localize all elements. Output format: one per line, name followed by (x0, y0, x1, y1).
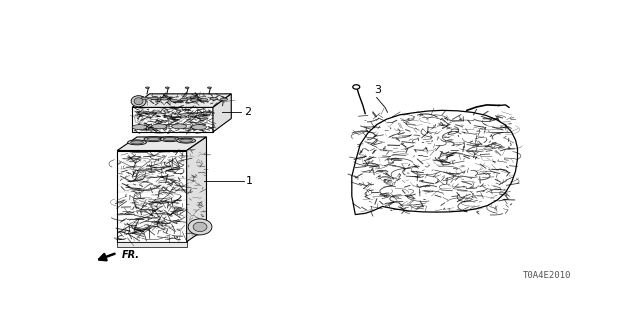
Ellipse shape (147, 138, 160, 141)
Ellipse shape (131, 96, 146, 107)
Ellipse shape (131, 141, 143, 144)
Ellipse shape (163, 138, 176, 141)
Ellipse shape (188, 219, 212, 235)
Text: 2: 2 (244, 107, 251, 117)
Text: 3: 3 (374, 85, 381, 95)
Ellipse shape (172, 124, 187, 129)
Polygon shape (132, 108, 213, 132)
Polygon shape (352, 110, 518, 215)
Text: 1: 1 (246, 176, 253, 186)
Ellipse shape (145, 87, 150, 88)
Ellipse shape (193, 222, 207, 232)
Ellipse shape (191, 124, 207, 130)
Polygon shape (187, 137, 207, 242)
Ellipse shape (152, 124, 167, 129)
Text: FR.: FR. (122, 250, 140, 260)
Ellipse shape (177, 138, 196, 143)
Ellipse shape (144, 137, 163, 142)
Ellipse shape (190, 99, 198, 101)
Text: T0A4E2010: T0A4E2010 (523, 271, 571, 280)
Ellipse shape (353, 85, 360, 89)
Polygon shape (117, 242, 187, 247)
Ellipse shape (185, 87, 189, 88)
Ellipse shape (134, 98, 143, 105)
Polygon shape (132, 94, 231, 108)
Ellipse shape (150, 97, 158, 100)
Ellipse shape (141, 97, 148, 100)
Ellipse shape (161, 137, 179, 142)
Ellipse shape (161, 98, 168, 100)
Ellipse shape (180, 139, 193, 142)
Polygon shape (213, 94, 231, 132)
Polygon shape (117, 150, 187, 242)
Ellipse shape (165, 87, 169, 88)
Ellipse shape (170, 100, 178, 102)
Ellipse shape (210, 98, 218, 100)
Ellipse shape (220, 98, 228, 100)
Ellipse shape (132, 124, 147, 130)
Ellipse shape (207, 87, 211, 88)
Ellipse shape (180, 98, 188, 101)
Polygon shape (117, 137, 207, 150)
Ellipse shape (127, 140, 147, 145)
Ellipse shape (200, 99, 208, 101)
